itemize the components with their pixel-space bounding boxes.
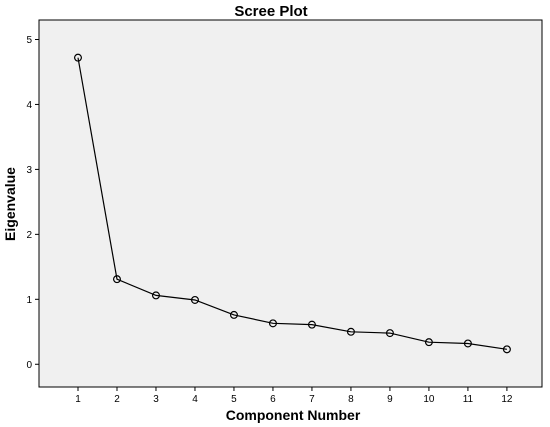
y-tick-label: 3 — [26, 165, 32, 176]
x-tick-label: 10 — [423, 394, 435, 405]
x-tick-label: 4 — [192, 394, 198, 405]
y-tick-label: 4 — [26, 100, 32, 111]
y-tick-label: 2 — [26, 230, 32, 241]
x-axis: 1 2 3 4 5 6 7 8 9 10 11 12 — [75, 387, 513, 405]
y-axis-label: Eigenvalue — [2, 167, 18, 241]
data-point — [268, 319, 277, 328]
eigenvalue-line — [77, 57, 507, 350]
y-axis: 0 1 2 3 4 5 — [26, 35, 39, 371]
x-tick-label: 11 — [463, 394, 474, 405]
y-tick-label: 5 — [26, 35, 32, 46]
x-tick-label: 5 — [231, 394, 237, 405]
data-point — [307, 320, 316, 329]
data-point — [73, 53, 82, 62]
x-tick-label: 8 — [348, 394, 354, 405]
data-point — [229, 310, 238, 319]
y-tick-label: 0 — [26, 360, 32, 371]
data-point — [385, 329, 394, 338]
data-point — [151, 291, 160, 300]
x-tick-label: 2 — [114, 394, 120, 405]
data-point — [502, 345, 511, 354]
y-tick-label: 1 — [26, 295, 32, 306]
plot-area — [38, 19, 543, 388]
data-point — [112, 275, 121, 284]
data-point — [190, 295, 199, 304]
data-point — [424, 338, 433, 347]
x-axis-label: Component Number — [226, 407, 361, 423]
data-point — [463, 339, 472, 348]
x-tick-label: 9 — [387, 394, 393, 405]
x-tick-label: 3 — [153, 394, 159, 405]
data-point — [346, 327, 355, 336]
x-tick-label: 6 — [270, 394, 276, 405]
chart-title: Scree Plot — [234, 3, 307, 20]
x-tick-label: 1 — [75, 394, 81, 405]
x-tick-label: 7 — [309, 394, 315, 405]
data-points — [73, 53, 511, 354]
x-tick-label: 12 — [501, 394, 513, 405]
